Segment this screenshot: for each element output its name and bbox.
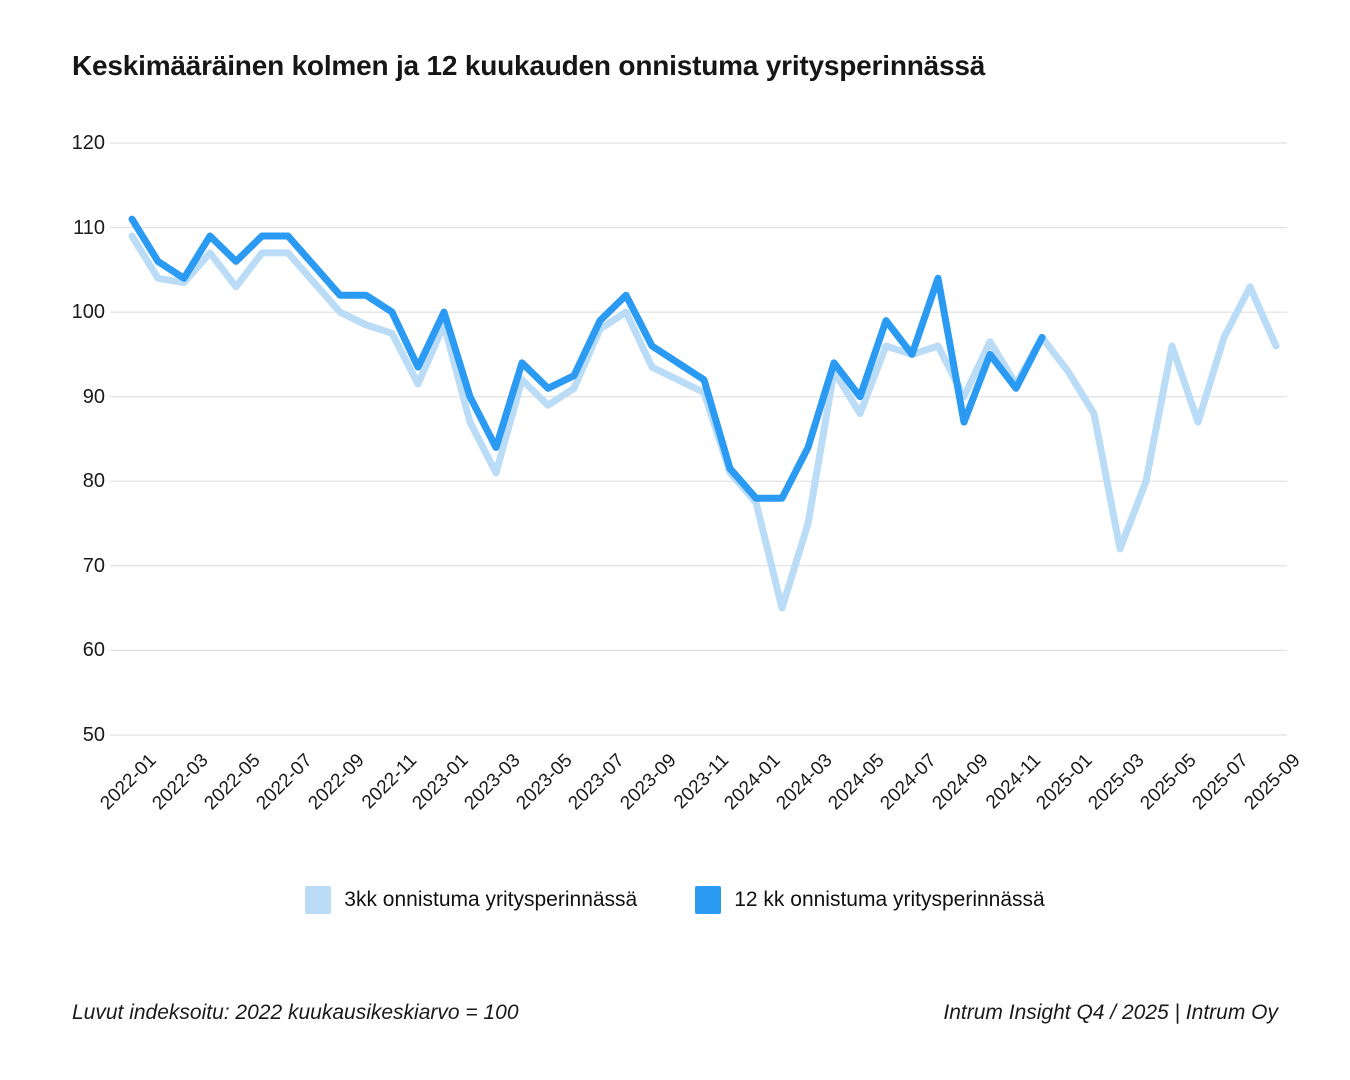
legend-swatch-3kk [305,886,332,914]
footnote-index-info: Luvut indeksoitu: 2022 kuukausikeskiarvo… [72,1001,519,1024]
series-12kk-line [128,215,1046,502]
legend: 3kk onnistuma yritysperinnässä 12 kk onn… [0,886,1350,914]
series-3kk-line [128,232,1280,612]
chart-title: Keskimääräinen kolmen ja 12 kuukauden on… [72,50,986,81]
legend-item-3kk: 3kk onnistuma yritysperinnässä [305,886,637,914]
source-attribution: Intrum Insight Q4 / 2025 | Intrum Oy [943,1001,1278,1024]
y-axis-label: 110 [73,216,105,239]
legend-label-3kk: 3kk onnistuma yritysperinnässä [344,888,638,911]
y-axis-label: 90 [82,385,105,408]
legend-label-12kk: 12 kk onnistuma yritysperinnässä [734,888,1045,911]
y-axis-label: 80 [82,470,105,493]
legend-swatch-12kk [695,886,722,914]
y-axis-label: 70 [82,554,105,577]
y-axis-label: 120 [71,132,105,154]
y-axis-label: 60 [82,639,105,662]
y-axis-label: 50 [82,724,105,746]
legend-item-12kk: 12 kk onnistuma yritysperinnässä [695,886,1045,914]
y-axis-label: 100 [71,301,105,324]
